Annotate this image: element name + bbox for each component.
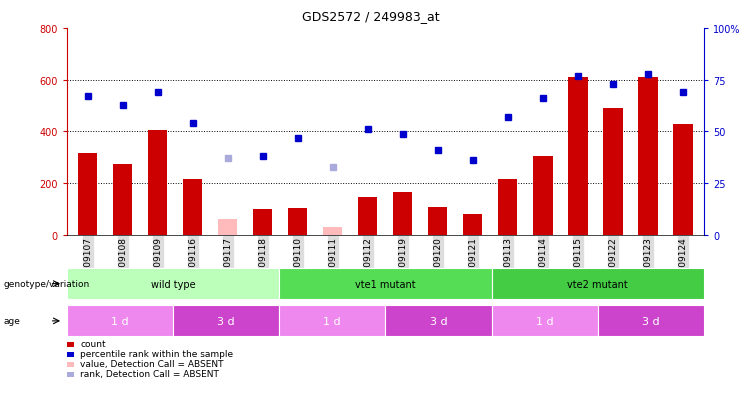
Bar	[428, 207, 448, 235]
Text: percentile rank within the sample: percentile rank within the sample	[80, 349, 233, 358]
Text: 1 d: 1 d	[323, 316, 341, 326]
Bar	[603, 109, 622, 235]
Text: 1 d: 1 d	[111, 316, 129, 326]
Bar	[568, 78, 588, 235]
Bar	[534, 157, 553, 235]
Bar	[498, 180, 517, 235]
Bar	[78, 154, 97, 235]
Bar	[674, 124, 693, 235]
Text: 3 d: 3 d	[217, 316, 235, 326]
Text: rank, Detection Call = ABSENT: rank, Detection Call = ABSENT	[80, 369, 219, 378]
Text: count: count	[80, 339, 106, 349]
Bar	[358, 198, 377, 235]
Text: GDS2572 / 249983_at: GDS2572 / 249983_at	[302, 10, 439, 23]
Bar	[183, 180, 202, 235]
Text: vte1 mutant: vte1 mutant	[355, 279, 416, 289]
Bar	[638, 78, 657, 235]
Text: 3 d: 3 d	[430, 316, 448, 326]
Bar	[463, 215, 482, 235]
Text: 3 d: 3 d	[642, 316, 659, 326]
Bar	[218, 220, 237, 235]
Bar	[323, 228, 342, 235]
Bar	[148, 131, 167, 235]
Text: value, Detection Call = ABSENT: value, Detection Call = ABSENT	[80, 359, 224, 368]
Bar	[288, 208, 308, 235]
Text: genotype/variation: genotype/variation	[4, 280, 90, 288]
Text: wild type: wild type	[150, 279, 195, 289]
Bar	[113, 164, 133, 235]
Text: 1 d: 1 d	[536, 316, 554, 326]
Bar	[393, 193, 413, 235]
Bar	[253, 210, 273, 235]
Text: vte2 mutant: vte2 mutant	[568, 279, 628, 289]
Text: age: age	[4, 317, 21, 325]
